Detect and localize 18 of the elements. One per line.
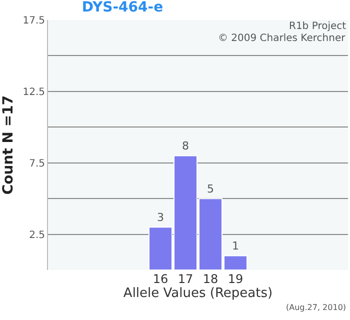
y-tick-label: 2.5: [29, 230, 45, 241]
data-label: 3: [157, 211, 164, 224]
annotation: © 2009 Charles Kerchner: [218, 33, 346, 44]
chart-title: DYS-464-e: [82, 0, 164, 16]
x-tick-label: 16: [152, 272, 168, 286]
annotation: R1b Project: [289, 21, 346, 32]
y-tick-label: 17.5: [22, 16, 45, 26]
x-tick-label: 19: [228, 272, 244, 286]
x-axis-title: Allele Values (Repeats): [123, 286, 273, 301]
data-label: 8: [182, 140, 189, 153]
y-tick-label: 7.5: [29, 158, 45, 170]
y-axis-title: Count N =17: [0, 95, 16, 195]
y-tick-label: 12.5: [22, 86, 45, 98]
data-label: 5: [207, 182, 214, 196]
x-tick-label: 18: [202, 272, 218, 286]
x-tick-label: 17: [178, 272, 194, 286]
text: (Aug.27, 2010): [286, 303, 346, 312]
data-label: 1: [232, 240, 239, 253]
